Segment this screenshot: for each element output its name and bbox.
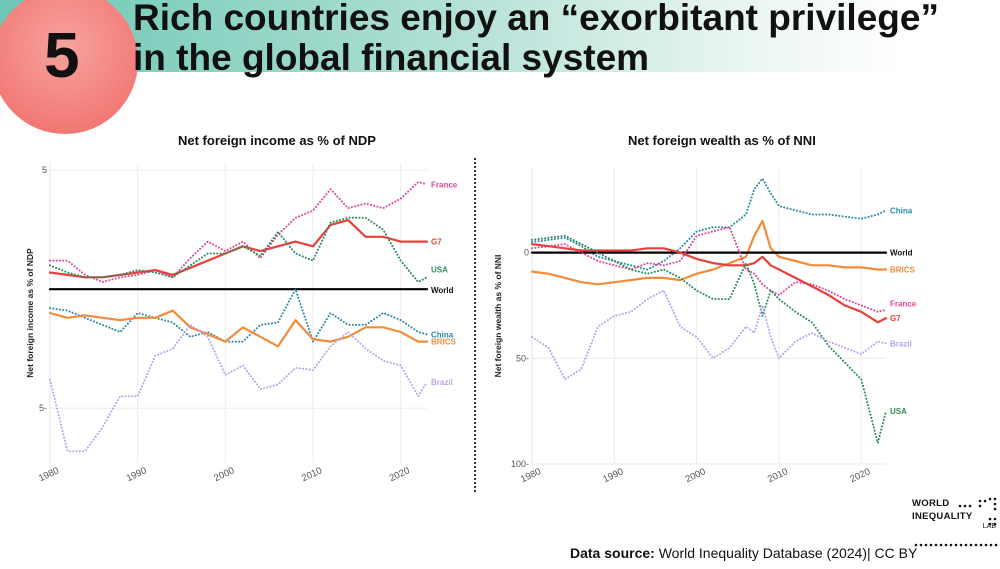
series-line-china	[49, 288, 428, 343]
series-label-brics: BRICS	[431, 338, 457, 347]
series-line-china	[531, 177, 887, 271]
data-source: Data source: World Inequality Database (…	[570, 545, 917, 561]
series-line-usa	[531, 234, 887, 444]
series-label-g7: G7	[890, 314, 901, 323]
series-label-brazil: Brazil	[890, 339, 912, 348]
xtick-label-2020: 2020	[848, 466, 872, 485]
right-chart-title: Net foreign wealth as % of NNI	[628, 133, 816, 148]
title-line-2: in the global financial system	[133, 37, 650, 78]
xtick-label-2000: 2000	[684, 466, 708, 485]
xtick-label-2020: 2020	[388, 465, 412, 484]
logo-dots	[914, 497, 998, 547]
section-number: 5	[44, 19, 80, 91]
xtick-label-2000: 2000	[212, 465, 236, 484]
ytick-label-100: 100-	[511, 459, 529, 469]
xtick-label-1980: 1980	[519, 466, 543, 485]
series-label-france: France	[431, 180, 458, 189]
series-label-world: World	[890, 249, 913, 258]
data-source-text: World Inequality Database (2024)| CC BY	[658, 545, 918, 561]
wil-logo: WORLD INEQUALITY LAB	[912, 497, 998, 565]
series-line-brics	[48, 309, 429, 348]
series-label-usa: USA	[431, 265, 448, 274]
y-axis-title: Net foreign income as % of NDP	[25, 248, 35, 378]
series-line-g7	[48, 218, 429, 279]
wealth-chart: China BRICS World France G7 USA Brazil 1980 1990…	[493, 168, 917, 485]
series-line-usa	[49, 216, 428, 283]
series-line-brics	[530, 219, 888, 286]
logo-line-3: LAB	[982, 523, 996, 530]
xtick-label-1990: 1990	[601, 466, 625, 485]
xtick-label-2010: 2010	[300, 465, 324, 484]
data-source-label: Data source:	[570, 545, 655, 561]
ytick-label--5: 5-	[39, 403, 47, 413]
series-label-brics: BRICS	[890, 265, 916, 274]
series-label-usa: USA	[890, 407, 907, 416]
logo-line-1: WORLD	[912, 498, 950, 509]
series-label-g7: G7	[431, 238, 442, 247]
series-line-brazil	[49, 323, 428, 453]
series-line-france	[531, 226, 887, 313]
title-line-1: Rich countries enjoy an “exorbitant priv…	[133, 0, 939, 38]
page-title: Rich countries enjoy an “exorbitant priv…	[133, 0, 993, 78]
xtick-label-1980: 1980	[37, 465, 61, 484]
series-line-france	[49, 181, 428, 283]
series-line-brazil	[531, 289, 887, 381]
series-label-china: China	[890, 206, 913, 215]
left-chart-title: Net foreign income as % of NDP	[178, 133, 376, 148]
series-label-france: France	[890, 300, 917, 309]
logo-line-2: INEQUALITY	[912, 511, 973, 522]
ytick-label-0: 0	[524, 248, 529, 258]
y-axis-title: Net foreign wealth as % of NNI	[493, 255, 503, 378]
chart-divider	[474, 158, 476, 492]
ytick-label-5: 5	[42, 165, 47, 175]
ytick-label-50: 50-	[516, 353, 529, 363]
xtick-label-1990: 1990	[125, 465, 149, 484]
series-label-world: World	[431, 286, 454, 295]
series-label-china: China	[431, 330, 454, 339]
section-circle	[0, 0, 138, 134]
xtick-label-2010: 2010	[766, 466, 790, 485]
series-label-brazil: Brazil	[431, 378, 453, 387]
series-line-g7	[530, 242, 888, 324]
header-banner	[0, 0, 900, 72]
